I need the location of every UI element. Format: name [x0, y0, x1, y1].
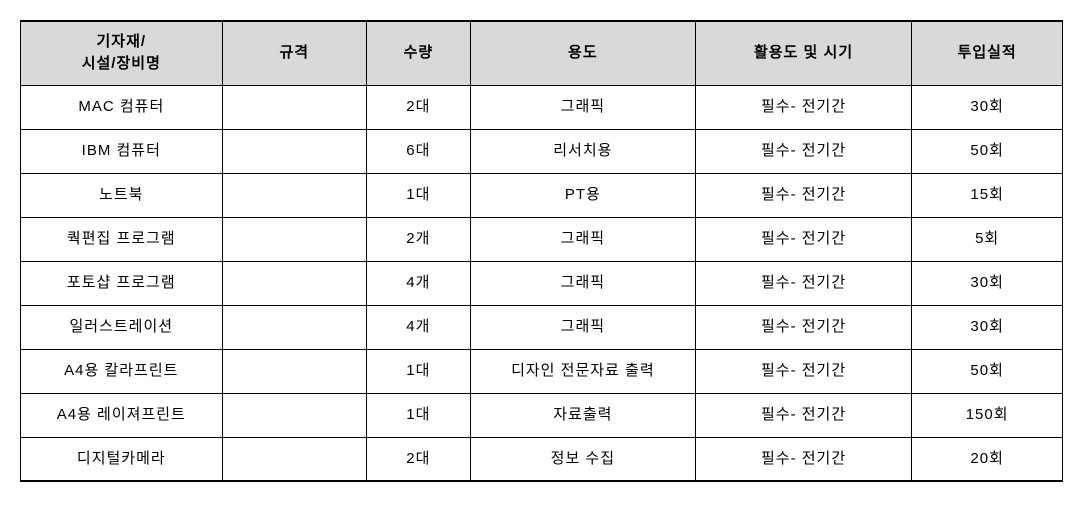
cell-results: 50회 [912, 129, 1063, 173]
cell-quantity: 4개 [366, 305, 470, 349]
cell-utilization: 필수- 전기간 [695, 349, 911, 393]
cell-spec [222, 217, 366, 261]
cell-quantity: 2개 [366, 217, 470, 261]
cell-utilization: 필수- 전기간 [695, 393, 911, 437]
cell-purpose: 리서치용 [470, 129, 695, 173]
cell-quantity: 6대 [366, 129, 470, 173]
cell-utilization: 필수- 전기간 [695, 129, 911, 173]
cell-purpose: PT용 [470, 173, 695, 217]
cell-utilization: 필수- 전기간 [695, 173, 911, 217]
table-row: A4용 레이져프린트 1대 자료출력 필수- 전기간 150회 [21, 393, 1063, 437]
cell-quantity: 1대 [366, 393, 470, 437]
cell-purpose: 자료출력 [470, 393, 695, 437]
cell-utilization: 필수- 전기간 [695, 217, 911, 261]
cell-spec [222, 349, 366, 393]
cell-quantity: 2대 [366, 85, 470, 129]
table-row: MAC 컴퓨터 2대 그래픽 필수- 전기간 30회 [21, 85, 1063, 129]
cell-name: 일러스트레이션 [21, 305, 223, 349]
table-row: 일러스트레이션 4개 그래픽 필수- 전기간 30회 [21, 305, 1063, 349]
cell-spec [222, 173, 366, 217]
cell-name: A4용 레이져프린트 [21, 393, 223, 437]
col-utilization: 활용도 및 시기 [695, 21, 911, 85]
cell-quantity: 1대 [366, 349, 470, 393]
cell-purpose: 그래픽 [470, 305, 695, 349]
cell-name: A4용 칼라프린트 [21, 349, 223, 393]
col-header-label: 수량 [404, 44, 434, 61]
cell-purpose: 그래픽 [470, 261, 695, 305]
cell-results: 50회 [912, 349, 1063, 393]
cell-results: 5회 [912, 217, 1063, 261]
cell-utilization: 필수- 전기간 [695, 261, 911, 305]
col-results: 투입실적 [912, 21, 1063, 85]
cell-quantity: 1대 [366, 173, 470, 217]
cell-spec [222, 129, 366, 173]
cell-name: MAC 컴퓨터 [21, 85, 223, 129]
cell-utilization: 필수- 전기간 [695, 305, 911, 349]
cell-utilization: 필수- 전기간 [695, 437, 911, 481]
table-row: 포토샵 프로그램 4개 그래픽 필수- 전기간 30회 [21, 261, 1063, 305]
cell-purpose: 디자인 전문자료 출력 [470, 349, 695, 393]
cell-purpose: 정보 수집 [470, 437, 695, 481]
col-equipment-name: 기자재/시설/장비명 [21, 21, 223, 85]
col-quantity: 수량 [366, 21, 470, 85]
col-header-label: 투입실적 [958, 44, 1017, 61]
cell-name: 노트북 [21, 173, 223, 217]
cell-quantity: 2대 [366, 437, 470, 481]
col-header-label: 활용도 및 시기 [754, 44, 853, 61]
col-header-label: 용도 [568, 44, 598, 61]
cell-name: 포토샵 프로그램 [21, 261, 223, 305]
cell-quantity: 4개 [366, 261, 470, 305]
cell-spec [222, 305, 366, 349]
col-header-label: 규격 [279, 44, 309, 61]
cell-spec [222, 85, 366, 129]
table-header-row: 기자재/시설/장비명 규격 수량 용도 활용도 및 시기 투입실적 [21, 21, 1063, 85]
cell-spec [222, 393, 366, 437]
col-header-label: 기자재/시설/장비명 [82, 33, 161, 73]
table-row: A4용 칼라프린트 1대 디자인 전문자료 출력 필수- 전기간 50회 [21, 349, 1063, 393]
table-row: IBM 컴퓨터 6대 리서치용 필수- 전기간 50회 [21, 129, 1063, 173]
cell-spec [222, 261, 366, 305]
cell-results: 20회 [912, 437, 1063, 481]
table-row: 디지털카메라 2대 정보 수집 필수- 전기간 20회 [21, 437, 1063, 481]
col-spec: 규격 [222, 21, 366, 85]
cell-purpose: 그래픽 [470, 217, 695, 261]
cell-spec [222, 437, 366, 481]
cell-results: 15회 [912, 173, 1063, 217]
cell-name: 디지털카메라 [21, 437, 223, 481]
cell-name: IBM 컴퓨터 [21, 129, 223, 173]
cell-utilization: 필수- 전기간 [695, 85, 911, 129]
cell-results: 30회 [912, 305, 1063, 349]
cell-purpose: 그래픽 [470, 85, 695, 129]
table-row: 노트북 1대 PT용 필수- 전기간 15회 [21, 173, 1063, 217]
cell-name: 쿽편집 프로그램 [21, 217, 223, 261]
equipment-table: 기자재/시설/장비명 규격 수량 용도 활용도 및 시기 투입실적 MAC 컴퓨… [20, 20, 1063, 482]
col-purpose: 용도 [470, 21, 695, 85]
cell-results: 30회 [912, 85, 1063, 129]
cell-results: 30회 [912, 261, 1063, 305]
table-row: 쿽편집 프로그램 2개 그래픽 필수- 전기간 5회 [21, 217, 1063, 261]
cell-results: 150회 [912, 393, 1063, 437]
